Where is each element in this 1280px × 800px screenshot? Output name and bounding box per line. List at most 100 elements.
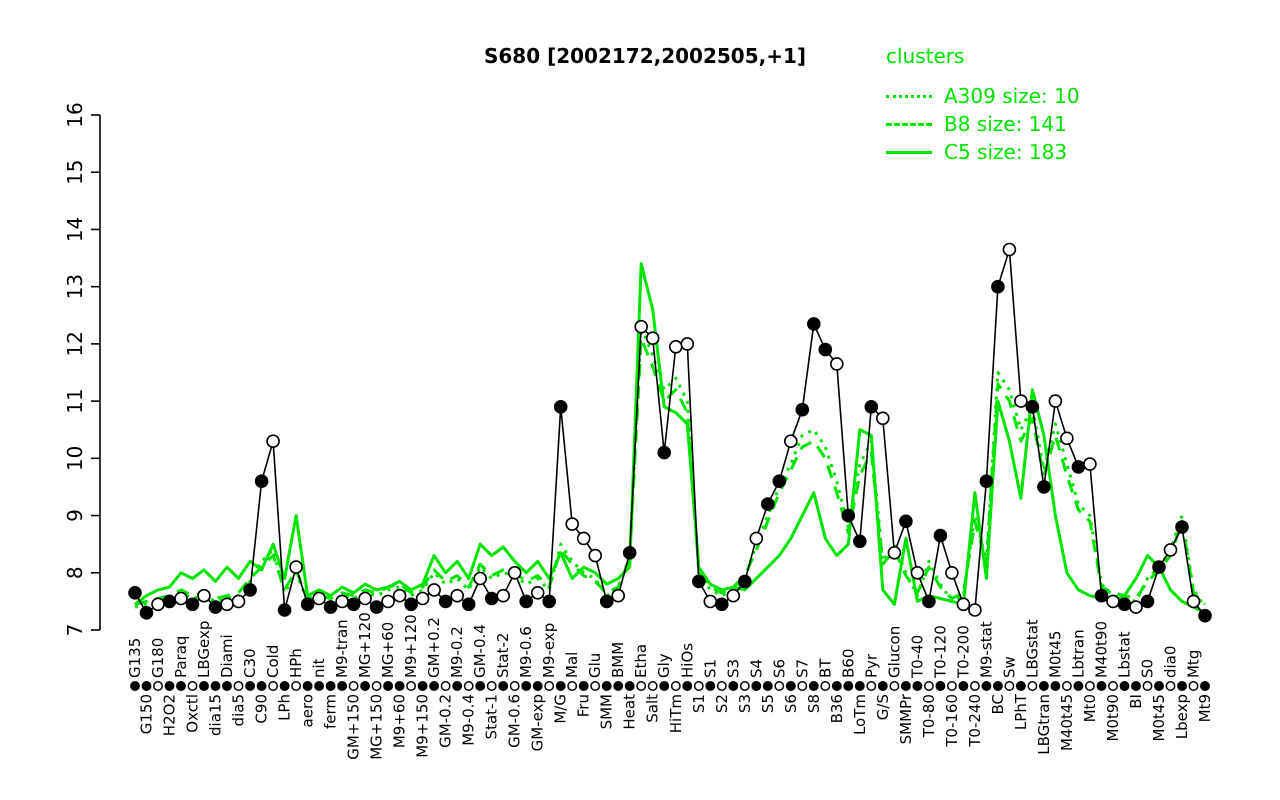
x-tick-label: B60 — [839, 649, 857, 678]
condition-rug-dot — [1200, 681, 1210, 691]
data-point-marker — [1048, 394, 1063, 408]
x-tick-label: GM-0.4 — [471, 624, 489, 678]
data-point-marker — [289, 560, 303, 574]
y-tick-label: 14 — [63, 217, 87, 242]
data-point-marker — [910, 565, 925, 580]
x-tick-label: Stat-2 — [494, 633, 512, 678]
condition-rug-dot — [843, 681, 854, 691]
condition-rug-dot — [785, 681, 796, 691]
data-point-marker — [691, 574, 706, 589]
data-point-marker — [737, 574, 752, 589]
data-point-marker — [1198, 608, 1212, 623]
data-point-marker — [760, 497, 775, 511]
x-tick-label: Heat — [621, 694, 639, 730]
data-point-marker — [795, 402, 810, 417]
x-tick-label: M9-0.2 — [448, 626, 466, 678]
y-tick-label: 15 — [63, 159, 87, 184]
x-tick-label: Paraq — [172, 636, 190, 678]
condition-rug-dot — [854, 681, 865, 691]
condition-rug-dot — [463, 681, 474, 691]
data-point-marker — [852, 534, 867, 549]
x-tick-label: M9+120 — [402, 614, 420, 678]
condition-rug-dot — [613, 681, 624, 691]
x-tick-label: G/S — [874, 694, 892, 720]
condition-rug-dot — [475, 681, 486, 691]
condition-rug-dot — [521, 681, 532, 691]
data-point-marker — [599, 594, 614, 609]
condition-rug-dot — [1061, 681, 1072, 691]
condition-rug-dot — [900, 681, 911, 691]
data-point-marker — [404, 597, 418, 612]
condition-rug-dot — [371, 681, 382, 691]
data-point-marker — [956, 597, 971, 612]
y-tick-label: 16 — [63, 102, 87, 127]
condition-rug-dot — [1050, 681, 1061, 691]
data-point-marker — [1140, 594, 1155, 609]
x-tick-label: B36 — [828, 694, 846, 723]
x-tick-label: dia15 — [207, 694, 225, 736]
condition-rug-dot — [716, 681, 727, 691]
x-tick-label: Mt9 — [1196, 694, 1214, 722]
x-tick-label: Fru — [575, 694, 593, 717]
x-tick-label: Glu — [586, 653, 604, 678]
condition-rug-dot — [682, 681, 693, 691]
data-point-marker — [519, 594, 534, 609]
condition-rug-dot — [935, 681, 946, 691]
legend-item-b8: B8 size: 141 — [886, 110, 1080, 138]
data-point-marker — [358, 591, 372, 606]
x-tick-label: dia5 — [230, 694, 248, 726]
condition-rug-dot — [245, 681, 256, 691]
x-tick-label: Cold — [264, 645, 282, 678]
x-tick-label: LBGtran — [1035, 694, 1053, 755]
condition-rug-dot — [1154, 681, 1164, 691]
x-tick-label: BI — [1127, 694, 1145, 709]
condition-rug-dot — [302, 681, 313, 691]
condition-rug-dot — [1038, 681, 1049, 691]
data-point-marker — [714, 597, 729, 612]
data-point-marker — [1071, 460, 1086, 474]
data-point-marker — [622, 545, 637, 560]
x-tick-label: HiTm — [667, 694, 685, 733]
dotted-line-icon — [886, 94, 932, 98]
data-point-marker — [726, 588, 741, 603]
data-point-marker — [151, 597, 165, 612]
y-tick-label: 12 — [63, 331, 87, 356]
x-tick-label: S3 — [736, 694, 754, 713]
data-point-marker — [1037, 480, 1051, 494]
data-point-marker — [335, 594, 349, 609]
condition-rug-dot — [337, 681, 348, 691]
condition-rug-dot — [486, 681, 497, 691]
y-tick-label: 13 — [63, 274, 87, 299]
legend-item-a309: A309 size: 10 — [886, 82, 1080, 110]
condition-rug-dot — [946, 681, 957, 691]
data-point-marker — [484, 591, 499, 606]
x-tick-label: M0t90 — [1104, 694, 1122, 741]
x-tick-label: GM+150 — [345, 694, 363, 760]
condition-rug-dot — [394, 681, 405, 691]
data-point-marker — [300, 597, 315, 612]
condition-rug-dot — [774, 681, 785, 691]
data-point-marker — [945, 565, 959, 580]
data-point-marker — [553, 399, 568, 414]
data-point-marker — [369, 600, 384, 614]
data-point-marker — [381, 594, 395, 609]
x-tick-label: T0-200 — [954, 625, 972, 679]
condition-rug-dot — [1119, 681, 1130, 691]
condition-rug-dot — [567, 681, 578, 691]
x-tick-label: S0 — [1138, 659, 1156, 678]
condition-rug-dot — [325, 681, 336, 691]
x-tick-label: LBGstat — [1023, 619, 1041, 678]
condition-rug-dot — [314, 681, 325, 691]
legend-label: A309 size: 10 — [944, 84, 1080, 108]
condition-rug-dot — [728, 681, 739, 691]
legend-label: B8 size: 141 — [944, 112, 1067, 136]
x-tick-label: BC — [989, 694, 1007, 715]
x-tick-label: HiOs — [678, 643, 696, 678]
x-tick-label: M9-0.6 — [517, 626, 535, 678]
x-tick-label: Salt — [644, 694, 662, 723]
x-tick-label: M/G — [552, 694, 570, 724]
condition-rug-dot — [130, 681, 140, 691]
data-point-marker — [346, 597, 361, 612]
condition-rug-dot — [406, 681, 417, 691]
x-tick-label: T0-160 — [943, 694, 961, 748]
